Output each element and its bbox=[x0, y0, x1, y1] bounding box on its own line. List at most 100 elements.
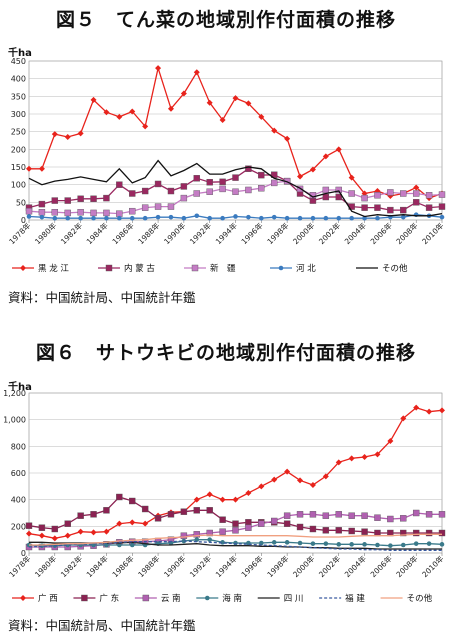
fig5-data-point bbox=[323, 215, 329, 221]
fig5-data-point bbox=[64, 133, 71, 140]
fig6-data-point bbox=[193, 531, 200, 538]
fig5-data-point bbox=[38, 165, 45, 172]
figure5-unit-label: 千ha bbox=[8, 48, 32, 59]
fig6-data-point bbox=[51, 535, 58, 542]
fig5-data-point bbox=[361, 194, 368, 202]
fig6-legend-marker bbox=[20, 595, 26, 601]
fig6-legend-label: 四 川 bbox=[284, 594, 304, 604]
fig5-data-point bbox=[103, 109, 110, 116]
fig5-y-tick-label: 400 bbox=[11, 75, 26, 84]
fig6-data-point bbox=[232, 496, 239, 503]
fig6-data-point bbox=[362, 542, 367, 547]
fig5-data-point bbox=[387, 206, 394, 214]
fig6-data-point bbox=[116, 520, 123, 527]
fig5-legend-marker bbox=[20, 265, 26, 271]
fig5-data-point bbox=[258, 113, 265, 120]
fig6-y-tick-label: 1,200 bbox=[3, 389, 26, 398]
fig5-data-point bbox=[26, 214, 32, 219]
fig6-series-1 bbox=[26, 404, 445, 542]
fig6-data-point bbox=[38, 524, 46, 531]
fig5-data-point bbox=[77, 195, 84, 203]
fig6-data-point bbox=[38, 532, 45, 539]
fig5-data-point bbox=[232, 188, 239, 195]
fig5-data-point bbox=[362, 215, 367, 221]
fig6-data-point bbox=[167, 511, 175, 518]
fig5-series-5 bbox=[28, 159, 443, 218]
fig6-data-point bbox=[245, 519, 252, 526]
fig5-legend-item: 黒 龙 江 bbox=[12, 263, 69, 274]
fig6-data-point bbox=[259, 540, 264, 546]
fig6-data-point bbox=[258, 483, 265, 490]
fig6-data-point bbox=[271, 517, 278, 525]
fig5-data-point bbox=[77, 209, 84, 216]
fig6-series-2 bbox=[25, 493, 446, 537]
fig6-data-point bbox=[206, 529, 213, 537]
fig5-data-point bbox=[335, 146, 342, 153]
fig6-data-point bbox=[322, 473, 329, 480]
fig6-data-point bbox=[283, 512, 291, 519]
fig6-data-point bbox=[348, 527, 355, 535]
fig6-data-point bbox=[296, 511, 304, 518]
fig6-data-point bbox=[154, 515, 162, 522]
figure6-title: 図６ サトウキビの地域別作付面積の推移 bbox=[35, 342, 416, 364]
fig6-y-tick-label: 200 bbox=[11, 522, 26, 531]
fig5-data-point bbox=[104, 215, 109, 221]
fig5-data-point bbox=[116, 181, 123, 188]
fig6-data-point bbox=[180, 508, 188, 515]
fig6-data-point bbox=[26, 530, 32, 537]
fig5-data-point bbox=[129, 108, 136, 115]
fig5-data-point bbox=[77, 130, 84, 137]
fig5-data-point bbox=[180, 183, 188, 190]
fig6-data-point bbox=[425, 511, 433, 518]
fig5-data-point bbox=[438, 203, 446, 210]
fig5-data-point bbox=[271, 127, 278, 134]
fig6-legend-label: 广 西 bbox=[38, 593, 58, 604]
fig6-data-point bbox=[309, 482, 316, 488]
fig6-x-tick-label: 1988年 bbox=[136, 553, 162, 579]
fig5-data-point bbox=[180, 194, 188, 202]
fig5-data-point bbox=[103, 209, 110, 217]
fig5-data-point bbox=[284, 215, 290, 221]
fig6-data-point bbox=[219, 528, 226, 535]
fig6-data-point bbox=[207, 537, 212, 542]
fig6-series-line bbox=[28, 540, 442, 551]
fig6-data-point bbox=[103, 528, 110, 535]
fig6-data-point bbox=[117, 542, 122, 548]
fig6-data-point bbox=[77, 528, 84, 535]
fig5-data-point bbox=[39, 214, 45, 220]
fig6-data-point bbox=[335, 459, 342, 466]
fig6-x-tick-label: 1984年 bbox=[84, 553, 110, 579]
fig5-legend-label: 内 蒙 古 bbox=[124, 263, 155, 274]
fig6-data-point bbox=[322, 512, 330, 519]
fig5-legend-label: 河 北 bbox=[296, 263, 316, 274]
fig5-y-tick-label: 250 bbox=[11, 128, 26, 137]
fig5-data-point bbox=[271, 214, 277, 220]
fig5-data-point bbox=[194, 213, 200, 219]
fig5-data-point bbox=[271, 179, 278, 187]
figure5-source: 資料：中国統計局、中国統計年鑑 bbox=[8, 290, 196, 305]
fig6-data-point bbox=[438, 511, 446, 518]
fig5-legend-item: 内 蒙 古 bbox=[98, 263, 155, 274]
fig5-data-point bbox=[336, 215, 342, 221]
fig6-data-point bbox=[232, 527, 239, 534]
fig6-data-point bbox=[129, 497, 136, 505]
fig6-x-tick-label: 1978年 bbox=[7, 553, 33, 579]
fig5-data-point bbox=[52, 215, 58, 221]
fig5-data-point bbox=[90, 209, 97, 217]
fig5-data-point bbox=[155, 65, 162, 72]
fig5-data-point bbox=[51, 197, 59, 204]
fig6-x-tick-label: 1980年 bbox=[32, 553, 58, 579]
fig5-data-point bbox=[361, 204, 368, 211]
fig6-data-point bbox=[193, 496, 200, 503]
fig5-data-point bbox=[349, 215, 354, 221]
fig6-data-point bbox=[219, 516, 226, 523]
fig6-data-point bbox=[103, 507, 110, 514]
fig6-data-point bbox=[258, 520, 265, 527]
fig6-data-point bbox=[400, 542, 406, 548]
fig5-data-point bbox=[167, 105, 174, 112]
fig5-series-line bbox=[28, 159, 443, 218]
fig5-data-point bbox=[78, 215, 83, 221]
fig6-data-point bbox=[25, 522, 33, 529]
fig5-y-tick-label: 50 bbox=[16, 198, 26, 207]
